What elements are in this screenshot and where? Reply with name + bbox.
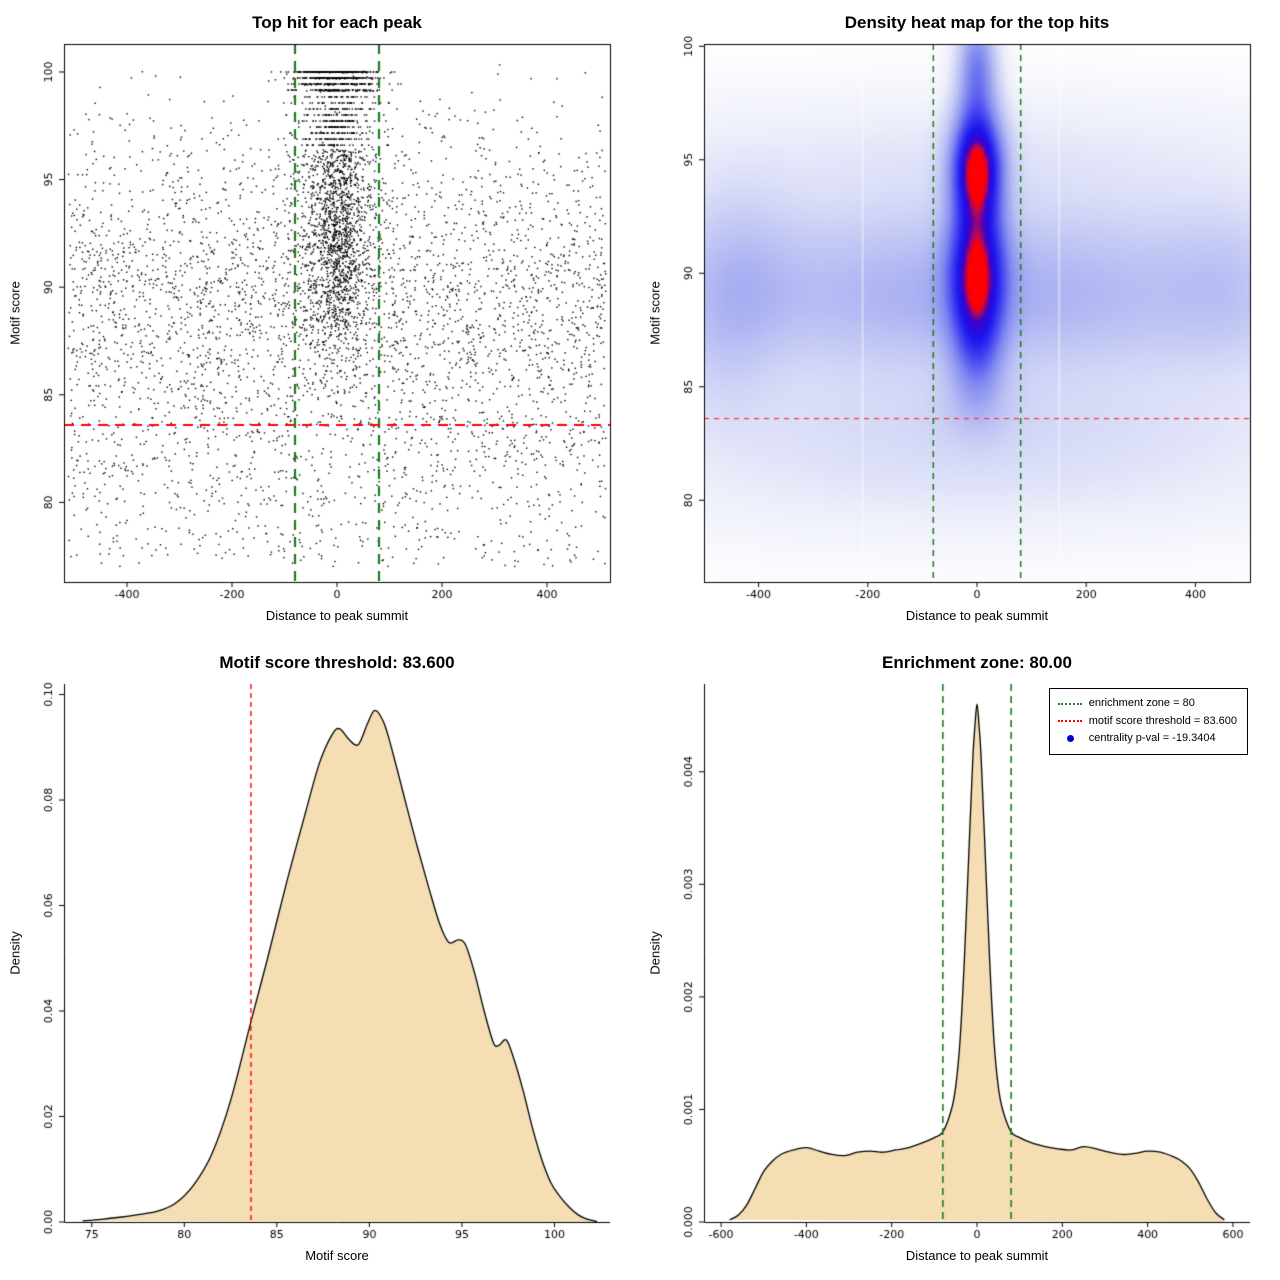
heatmap-title: Density heat map for the top hits <box>844 13 1110 32</box>
legend-item-centrality-pval: centrality p-val = -19.3404 <box>1058 730 1237 748</box>
score-density-y-axis-label: Density <box>7 931 23 975</box>
score-density-x-axis-label: Motif score <box>305 1248 369 1263</box>
enrichment-zone-line-sample-icon <box>1057 702 1082 705</box>
score-density-canvas <box>0 640 640 1280</box>
panel-distance-density: Enrichment zone: 80.00 Distance to peak … <box>640 640 1280 1280</box>
scatter-plot-canvas <box>0 0 640 640</box>
distance-density-title: Enrichment zone: 80.00 <box>882 653 1072 672</box>
panel-scatter-top-hits: Top hit for each peak Distance to peak s… <box>0 0 640 640</box>
distance-density-x-axis-label: Distance to peak summit <box>905 1248 1049 1263</box>
heatmap-y-axis-label: Motif score <box>647 281 663 345</box>
panel-score-density: Motif score threshold: 83.600 Motif scor… <box>0 640 640 1280</box>
legend-item-score-threshold: motif score threshold = 83.600 <box>1057 713 1237 731</box>
heatmap-canvas <box>640 0 1280 640</box>
distance-density-y-axis-label: Density <box>647 931 663 975</box>
score-threshold-line-sample-icon <box>1057 720 1082 723</box>
scatter-x-axis-label: Distance to peak summit <box>265 608 409 623</box>
heatmap-x-axis-label: Distance to peak summit <box>905 608 1049 623</box>
legend-label: centrality p-val = -19.3404 <box>1088 732 1216 745</box>
score-density-title: Motif score threshold: 83.600 <box>219 653 455 672</box>
scatter-y-axis-label: Motif score <box>7 281 23 345</box>
scatter-title: Top hit for each peak <box>252 13 422 32</box>
legend-label: motif score threshold = 83.600 <box>1088 714 1237 727</box>
panel-density-heatmap: Density heat map for the top hits Distan… <box>640 0 1280 640</box>
legend-label: enrichment zone = 80 <box>1088 697 1195 709</box>
centrality-pval-point-icon <box>1066 735 1074 743</box>
legend: enrichment zone = 80 motif score thresho… <box>1048 688 1248 755</box>
legend-item-enrichment-zone: enrichment zone = 80 <box>1057 695 1237 713</box>
